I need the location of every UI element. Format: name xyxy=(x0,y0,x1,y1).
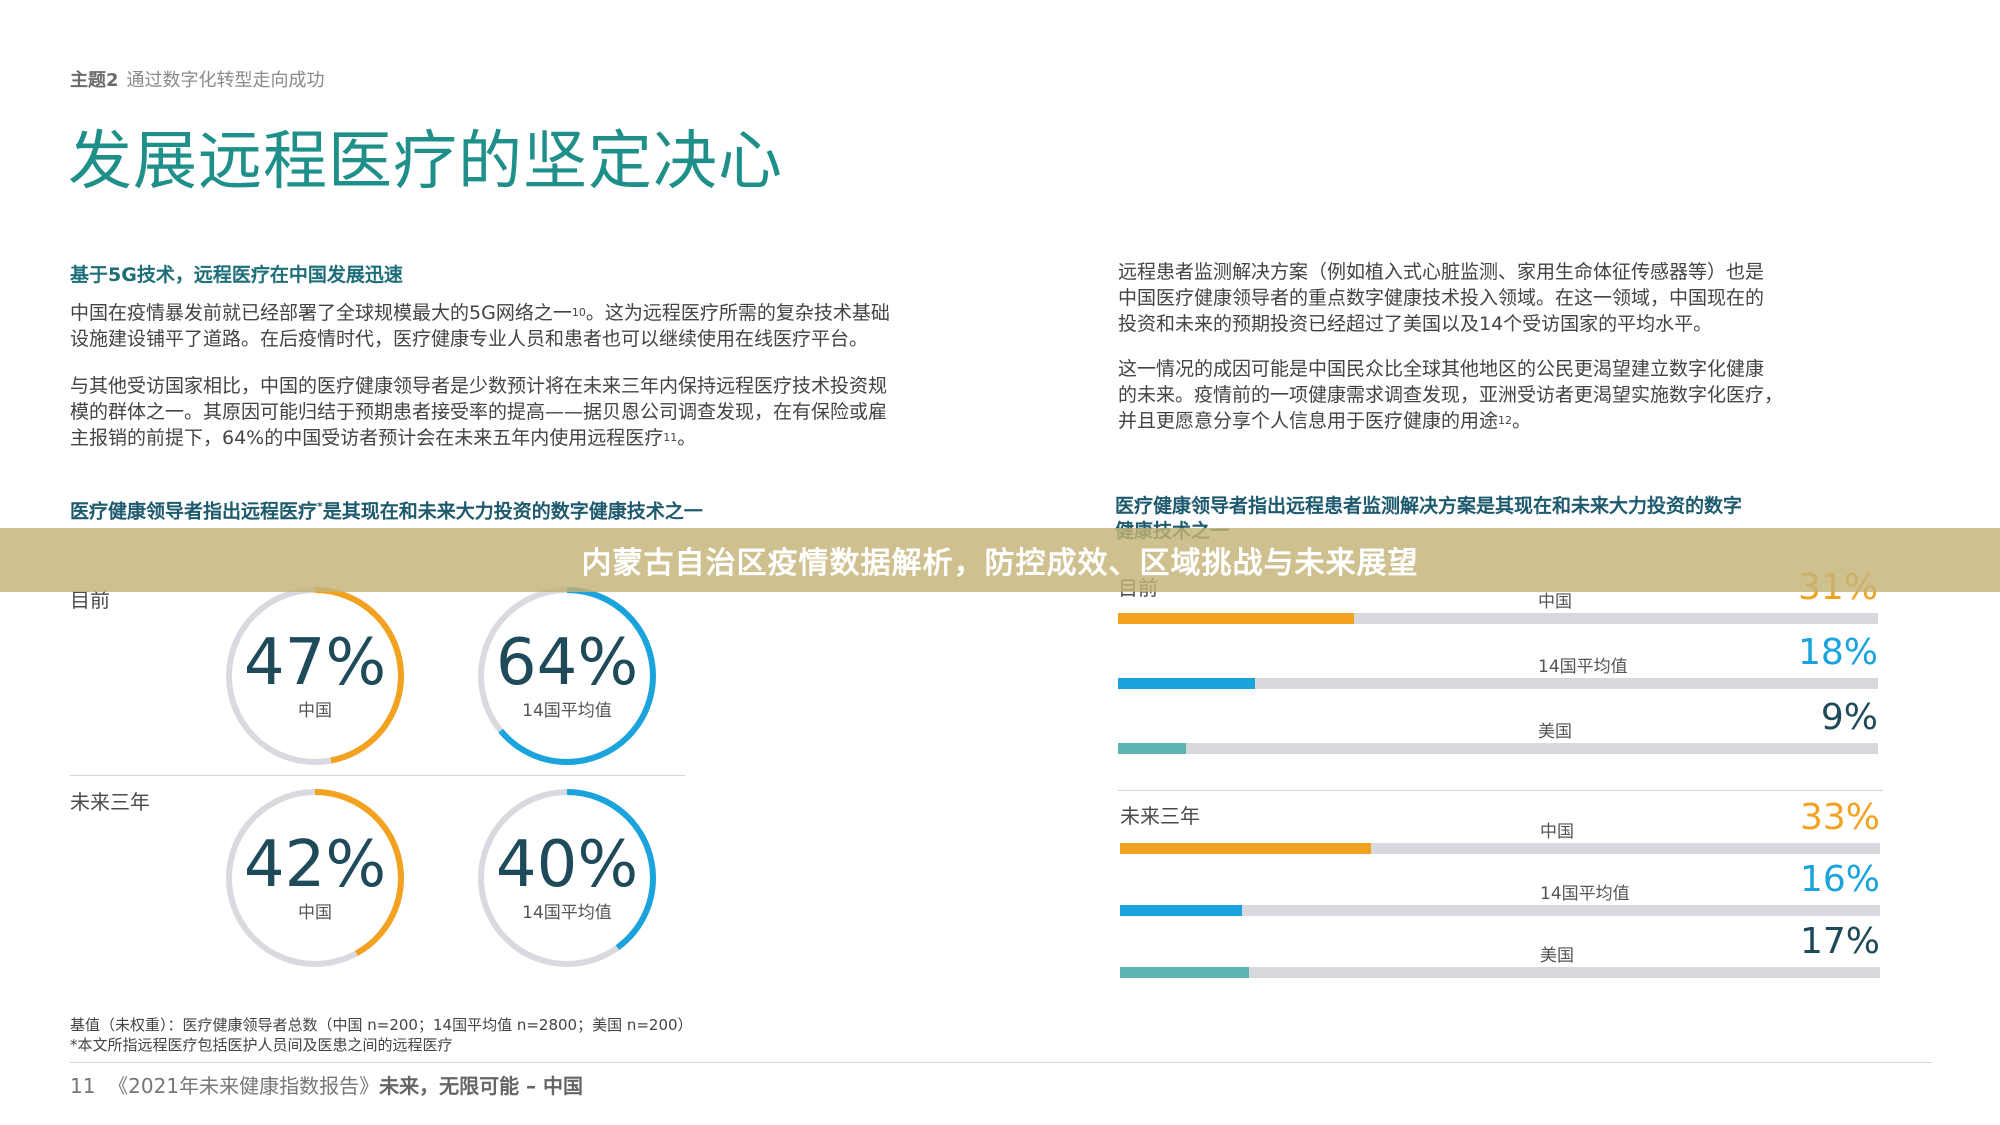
bar-category-label: 中国 xyxy=(1540,822,1574,842)
bar-track xyxy=(1120,967,1880,978)
donut-china-now: 47% 中国 xyxy=(222,583,408,769)
left-paragraph-1: 中国在疫情暴发前就已经部署了全球规模最大的5G网络之一10。这为远程医疗所需的复… xyxy=(70,302,890,350)
right-paragraph-2: 这一情况的成因可能是中国民众比全球其他地区的公民更渴望建立数字化健康 的未来。疫… xyxy=(1118,358,1784,432)
bar-value-label: 17% xyxy=(1799,921,1880,962)
bar-category-label: 美国 xyxy=(1538,722,1572,742)
donut-avg-future: 40% 14国平均值 xyxy=(474,785,660,971)
donut-arc xyxy=(478,789,656,967)
bar-value-label: 18% xyxy=(1797,632,1878,673)
report-subtitle: 未来，无限可能 – 中国 xyxy=(379,1074,584,1098)
page-number: 11 xyxy=(70,1074,96,1098)
bar-category-label: 14国平均值 xyxy=(1540,884,1630,904)
footer-divider xyxy=(70,1062,1932,1063)
right-divider xyxy=(1118,790,1883,791)
left-chart-heading: 医疗健康领导者指出远程医疗*是其现在和未来大力投资的数字健康技术之一 xyxy=(70,500,703,523)
overlay-banner: 内蒙古自治区疫情数据解析，防控成效、区域挑战与未来展望 xyxy=(0,528,2000,592)
left-row-now-label: 目前 xyxy=(70,588,110,612)
donut-percent: 42% xyxy=(244,828,386,902)
bar-category-label: 美国 xyxy=(1540,946,1574,966)
left-paragraph-2: 与其他受访国家相比，中国的医疗健康领导者是少数预计将在未来三年内保持远程医疗技术… xyxy=(70,375,888,449)
report-title: 《2021年未来健康指数报告》 xyxy=(108,1074,380,1098)
bar-track xyxy=(1120,843,1880,854)
donut-arc xyxy=(226,789,404,967)
topic-label: 主题2 xyxy=(70,70,119,91)
footer-line: 11 《2021年未来健康指数报告》未来，无限可能 – 中国 xyxy=(70,1070,583,1099)
section-heading: 基于5G技术，远程医疗在中国发展迅速 xyxy=(70,264,403,286)
footnote-definition: *本文所指远程医疗包括医护人员间及医患之间的远程医疗 xyxy=(70,1036,453,1054)
topic-line: 主题2 通过数字化转型走向成功 xyxy=(70,66,325,92)
right-row-future-label: 未来三年 xyxy=(1120,804,1200,828)
bar-fill xyxy=(1118,743,1187,754)
bar-fill xyxy=(1118,613,1354,624)
donut-percent: 40% xyxy=(496,828,638,902)
donut-label: 中国 xyxy=(298,903,332,923)
donut-label: 14国平均值 xyxy=(522,701,612,721)
bar-fill xyxy=(1118,678,1255,689)
topic-text: 通过数字化转型走向成功 xyxy=(126,70,325,91)
left-row-future-label: 未来三年 xyxy=(70,790,150,814)
bar-track xyxy=(1118,743,1878,754)
donut-avg-now: 64% 14国平均值 xyxy=(474,583,660,769)
bar-value-label: 16% xyxy=(1799,859,1880,900)
bar-fill xyxy=(1120,843,1371,854)
bar-track xyxy=(1118,678,1878,689)
page-title: 发展远程医疗的坚定决心 xyxy=(68,125,783,199)
donut-china-future: 42% 中国 xyxy=(222,785,408,971)
bar-category-label: 中国 xyxy=(1538,592,1572,612)
footnote-base: 基值（未权重）：医疗健康领导者总数（中国 n=200；14国平均值 n=2800… xyxy=(70,1016,693,1034)
donut-label: 中国 xyxy=(298,701,332,721)
bar-fill xyxy=(1120,905,1242,916)
bar-fill xyxy=(1120,967,1250,978)
bar-category-label: 14国平均值 xyxy=(1538,657,1628,677)
donut-percent: 64% xyxy=(496,626,638,700)
bar-value-label: 9% xyxy=(1820,697,1878,738)
right-paragraph-1: 远程患者监测解决方案（例如植入式心脏监测、家用生命体征传感器等）也是 中国医疗健… xyxy=(1118,261,1765,335)
left-divider xyxy=(70,775,685,776)
bar-track xyxy=(1120,905,1880,916)
donut-percent: 47% xyxy=(244,626,386,700)
bar-value-label: 33% xyxy=(1799,797,1880,838)
donut-label: 14国平均值 xyxy=(522,903,612,923)
bar-track xyxy=(1118,613,1878,624)
